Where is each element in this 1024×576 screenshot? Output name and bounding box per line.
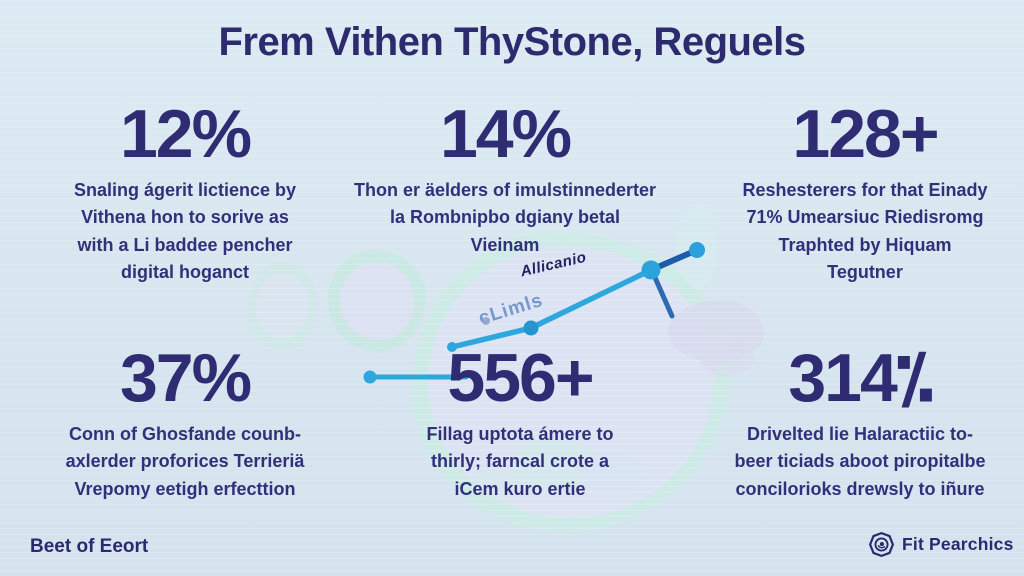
trend-dot-3 [523, 320, 539, 336]
stat-desc: Reshesterers for that Einady 71% Umearsi… [742, 180, 988, 283]
stat-desc: Fillag uptota ámere to thirly; farncal c… [426, 424, 614, 499]
stat-desc: Snaling ágerit lictience by Vithena hon … [73, 180, 297, 283]
stat-value: 556+ [447, 340, 594, 416]
brand-name: Fit Pearchics [902, 534, 1014, 554]
stat-block-3: 128+ Reshesterers for that Einady 71% Um… [700, 100, 1024, 286]
stat-block-4: 37% Conn of Ghosfande counb- axlerder pr… [15, 344, 355, 503]
chart-annotation-dot [482, 317, 490, 325]
stat-value: 128+ [792, 96, 939, 172]
stat-value: 37% [119, 340, 252, 416]
stat-value: 314⁒ [788, 340, 933, 416]
stat-value: 12% [119, 96, 252, 172]
stat-value: 14% [439, 96, 572, 172]
stat-block-1: 12% Snaling ágerit lictience by Vithena … [20, 100, 350, 286]
footer-caption: Beet of Eeort [30, 536, 149, 557]
stat-block-5: 556+ Fillag uptota ámere to thirly; farn… [355, 344, 685, 503]
badge-swirl-icon [868, 531, 895, 558]
stat-desc: Drivelted lie Halaractiic to- beer ticia… [734, 424, 986, 499]
page-title: Frem Vithen ThyStone, Reguels [218, 20, 806, 64]
stat-block-2: 14% Thon er äelders of imulstinnederter … [330, 100, 680, 259]
trend-branch-segment [650, 270, 675, 319]
watercolor-blob-left-medium-core [340, 262, 414, 340]
trend-dot-4 [641, 260, 661, 280]
brand-lockup: Fit Pearchics [868, 531, 1014, 558]
stat-block-6: 314⁒ Drivelted lie Halaractiic to- beer … [695, 344, 1024, 503]
trend-rising-line [449, 267, 654, 350]
stat-desc: Conn of Ghosfande counb- axlerder profor… [65, 424, 305, 499]
stat-desc: Thon er äelders of imulstinnederter la R… [353, 180, 657, 255]
